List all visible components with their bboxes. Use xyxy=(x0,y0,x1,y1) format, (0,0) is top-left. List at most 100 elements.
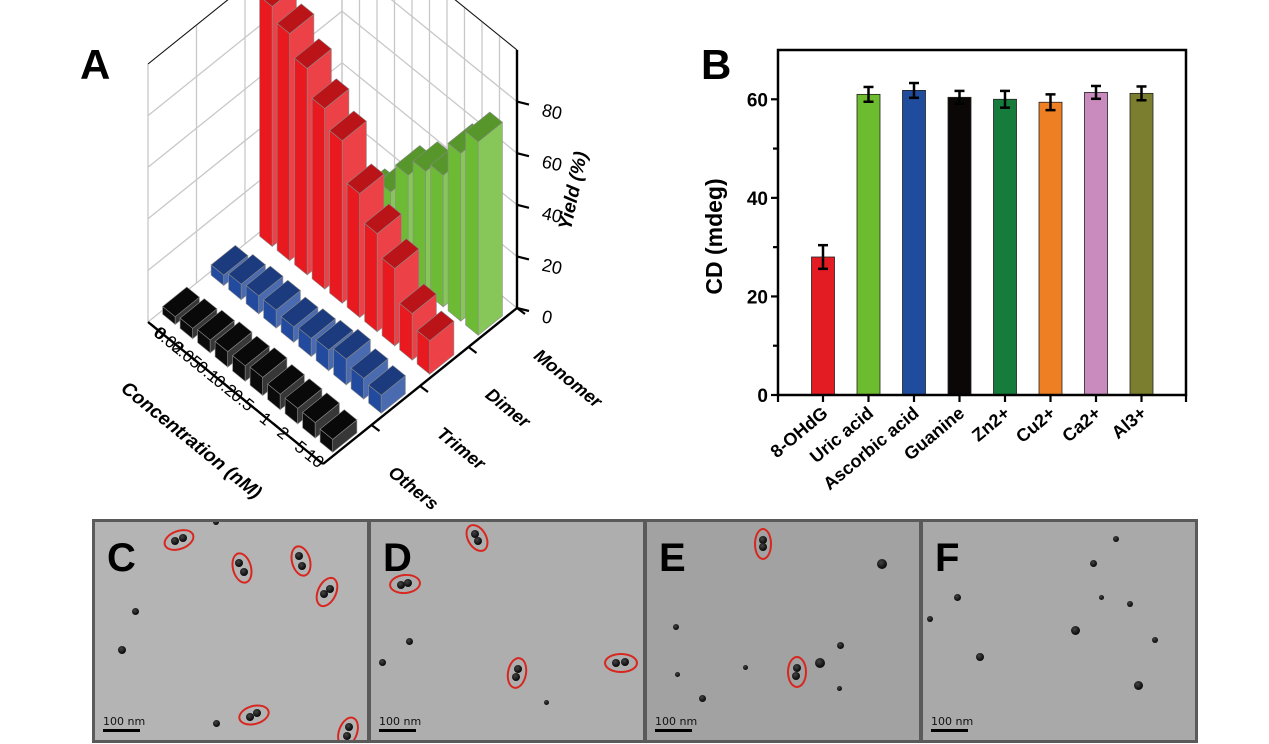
nanoparticle xyxy=(235,559,243,567)
nanoparticle xyxy=(514,665,522,673)
y-tick-label: 40 xyxy=(747,189,768,210)
bar-8-ohdg xyxy=(811,243,835,396)
nanoparticle xyxy=(295,552,303,560)
nanoparticle xyxy=(378,658,386,666)
nanoparticle xyxy=(397,581,405,589)
nanoparticle xyxy=(171,537,179,545)
x-tick xyxy=(150,323,164,335)
tem-label-d: D xyxy=(383,536,412,580)
z-tick xyxy=(516,152,530,158)
bar-face-top xyxy=(263,0,281,7)
nanoparticle xyxy=(212,719,220,727)
bar-face-top xyxy=(232,335,270,367)
bar xyxy=(811,256,835,396)
z-tick-label: 20 xyxy=(540,255,564,279)
y-axis-title: CD (mdeg) xyxy=(701,178,727,294)
bar-face-top xyxy=(263,279,301,311)
bar xyxy=(1129,92,1154,396)
nanoparticle xyxy=(471,530,479,538)
nanoparticle xyxy=(213,522,219,525)
bar-face-top xyxy=(280,296,319,328)
bar-trimer xyxy=(368,365,406,414)
nanoparticle xyxy=(1127,601,1133,607)
nanoparticle xyxy=(326,585,334,593)
y-tick-label: 0 xyxy=(757,386,768,407)
bar-face-top xyxy=(276,3,315,34)
dimer-highlight-ellipse xyxy=(311,572,343,611)
scale-bar-line xyxy=(931,729,968,732)
z-tick-label: 80 xyxy=(540,100,564,124)
x-tick xyxy=(202,365,216,378)
tem-image-strip: C 100 nm D 100 nm E 100 nm F 100 nm xyxy=(92,519,1198,743)
dimer-highlight-ellipse xyxy=(227,549,256,586)
bar-monomer xyxy=(465,111,503,336)
bar xyxy=(1084,91,1108,396)
bar-face-top xyxy=(294,38,332,69)
dimer-highlight-ellipse xyxy=(160,524,198,555)
plot-frame xyxy=(776,48,1188,397)
nanoparticle xyxy=(404,579,412,587)
bar-face-top xyxy=(284,378,323,409)
x-tick-label: Ca2+ xyxy=(1058,403,1104,446)
z-tick-label: 40 xyxy=(540,203,564,227)
nanoparticle xyxy=(1089,559,1097,567)
nanoparticle xyxy=(1152,637,1158,643)
x-tick xyxy=(307,451,321,463)
bar-ca2- xyxy=(1084,84,1108,396)
dimer-highlight-ellipse xyxy=(286,542,315,580)
bar-face-top xyxy=(399,283,437,314)
bar xyxy=(1038,101,1063,396)
y-tick xyxy=(370,424,381,432)
scale-bar-e: 100 nm xyxy=(655,715,697,732)
bar xyxy=(902,90,926,396)
bar-uric-acid xyxy=(856,85,881,396)
scale-bar-line xyxy=(655,729,692,732)
bar-face-top xyxy=(329,110,367,142)
bar-face-top xyxy=(350,348,389,379)
dimer-highlight-ellipse xyxy=(460,522,493,556)
bar-face-top xyxy=(228,254,266,285)
bar-face-top xyxy=(214,321,253,352)
nanoparticle xyxy=(674,671,680,677)
bar-cu2- xyxy=(1038,93,1063,396)
gridline xyxy=(147,0,518,117)
bar-face-top xyxy=(315,319,354,351)
y-tick-label: 20 xyxy=(747,287,768,308)
tem-label-c: C xyxy=(107,536,136,580)
scale-bar-label: 100 nm xyxy=(931,715,974,728)
scale-bar-label: 100 nm xyxy=(655,715,698,728)
nanoparticle xyxy=(1070,625,1080,635)
nanoparticle xyxy=(673,624,679,630)
bar-face-top xyxy=(333,328,371,360)
dimer-highlight-ellipse xyxy=(754,527,772,560)
nanoparticle xyxy=(298,562,306,570)
x-tick xyxy=(167,337,181,350)
bar-face-top xyxy=(162,286,200,318)
nanoparticle xyxy=(1098,594,1104,600)
scale-bar-d: 100 nm xyxy=(379,715,421,732)
nanoparticle xyxy=(131,607,139,615)
y-tick xyxy=(419,385,429,393)
z-tick xyxy=(516,100,530,106)
panel-label-b: B xyxy=(701,41,732,88)
x-tick xyxy=(185,351,199,364)
bar-others xyxy=(249,347,288,397)
x-tick-label: Zn2+ xyxy=(968,403,1013,446)
scale-bar-line xyxy=(103,729,140,732)
bar-face-top xyxy=(319,409,358,440)
nanoparticle xyxy=(240,568,248,576)
bar-dimer xyxy=(416,310,455,375)
bar-face-top xyxy=(245,265,284,297)
bar-face-top xyxy=(210,245,249,276)
bar-face-top xyxy=(298,308,336,339)
chart-a-axes xyxy=(147,50,530,465)
bar-face-top xyxy=(197,309,235,341)
dimer-highlight-ellipse xyxy=(786,656,807,688)
z-tick xyxy=(516,255,530,261)
z-tick xyxy=(516,203,530,209)
nanoparticle xyxy=(343,732,351,740)
bar-face-top xyxy=(311,78,350,109)
y-tick-label: 60 xyxy=(747,90,768,111)
